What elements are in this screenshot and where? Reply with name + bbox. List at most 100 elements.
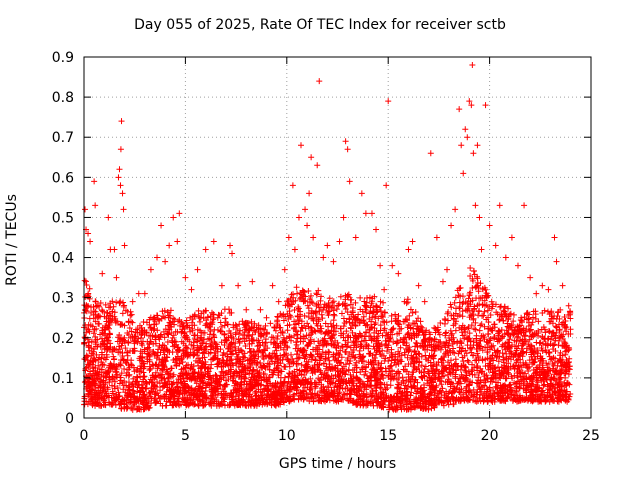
- data-point: [555, 342, 562, 349]
- data-point: [221, 306, 228, 313]
- data-point: [121, 302, 128, 309]
- data-point: [443, 329, 450, 336]
- data-point: [127, 312, 134, 319]
- data-point: [272, 327, 279, 334]
- data-point: [397, 344, 404, 351]
- data-point: [467, 338, 474, 345]
- data-point: [218, 339, 225, 346]
- data-point: [247, 364, 254, 371]
- data-point: [448, 304, 455, 311]
- data-point: [180, 340, 187, 347]
- data-point: [274, 332, 281, 339]
- data-point: [116, 338, 123, 345]
- data-point: [405, 360, 412, 367]
- data-point: [99, 351, 106, 358]
- data-point: [456, 299, 463, 306]
- data-point: [140, 319, 147, 326]
- data-point: [418, 353, 425, 360]
- data-point: [340, 315, 347, 322]
- data-point: [330, 311, 337, 318]
- data-point: [479, 285, 486, 292]
- data-point: [119, 352, 126, 359]
- data-point: [464, 300, 471, 307]
- data-point: [128, 328, 135, 335]
- data-point: [441, 320, 448, 327]
- data-point: [286, 334, 293, 341]
- data-point: [346, 315, 353, 322]
- data-point: [239, 348, 246, 355]
- data-point: [264, 330, 271, 337]
- data-point: [413, 354, 420, 361]
- data-point: [380, 299, 387, 306]
- data-point: [327, 320, 334, 327]
- data-point: [137, 334, 144, 341]
- data-point: [118, 321, 125, 328]
- data-point: [229, 361, 236, 368]
- data-point: [534, 347, 541, 354]
- data-point: [357, 294, 364, 301]
- data-point: [178, 329, 185, 336]
- data-point: [493, 354, 500, 361]
- data-point: [347, 371, 354, 378]
- data-point: [511, 337, 518, 344]
- data-point: [458, 348, 465, 355]
- data-point: [373, 302, 380, 309]
- data-point: [567, 315, 574, 322]
- data-point: [389, 326, 396, 333]
- data-point: [123, 382, 130, 389]
- data-point: [378, 365, 385, 372]
- data-point: [458, 371, 465, 378]
- data-point: [268, 334, 275, 341]
- data-point: [298, 361, 305, 368]
- data-point: [267, 339, 274, 346]
- data-point: [263, 376, 270, 383]
- data-point: [106, 330, 113, 337]
- data-point: [165, 395, 172, 402]
- data-point: [217, 346, 224, 353]
- data-point: [293, 284, 300, 291]
- data-point: [172, 338, 179, 345]
- data-point: [400, 366, 407, 373]
- data-point: [549, 329, 556, 336]
- data-point: [360, 313, 367, 320]
- data-point: [295, 305, 302, 312]
- data-point: [190, 342, 197, 349]
- data-point: [450, 366, 457, 373]
- data-point: [297, 294, 304, 301]
- data-point: [516, 323, 523, 330]
- data-point: [115, 389, 122, 396]
- data-point: [200, 349, 207, 356]
- data-point: [373, 303, 380, 310]
- data-point: [372, 319, 379, 326]
- data-point: [469, 361, 476, 368]
- data-point: [280, 317, 287, 324]
- data-point: [481, 297, 488, 304]
- data-point: [368, 392, 375, 399]
- data-point: [296, 354, 303, 361]
- chart-title: Day 055 of 2025, Rate Of TEC Index for r…: [134, 17, 506, 33]
- data-point: [273, 347, 280, 354]
- data-point: [445, 352, 452, 359]
- data-point: [259, 348, 266, 355]
- data-point: [481, 323, 488, 330]
- data-point: [451, 299, 458, 306]
- data-point: [161, 375, 168, 382]
- data-point: [295, 355, 302, 362]
- data-point: [128, 318, 135, 325]
- data-point: [217, 327, 224, 334]
- data-point: [96, 366, 103, 373]
- data-point: [184, 324, 191, 331]
- data-point: [160, 313, 167, 320]
- data-point: [116, 392, 123, 399]
- data-point: [476, 327, 483, 334]
- data-point: [111, 313, 118, 320]
- data-point: [396, 321, 403, 328]
- data-point: [523, 384, 530, 391]
- data-point: [511, 379, 518, 386]
- data-point: [197, 318, 204, 325]
- data-point: [296, 317, 303, 324]
- data-point: [557, 306, 564, 313]
- data-point: [459, 313, 466, 320]
- data-point: [525, 368, 532, 375]
